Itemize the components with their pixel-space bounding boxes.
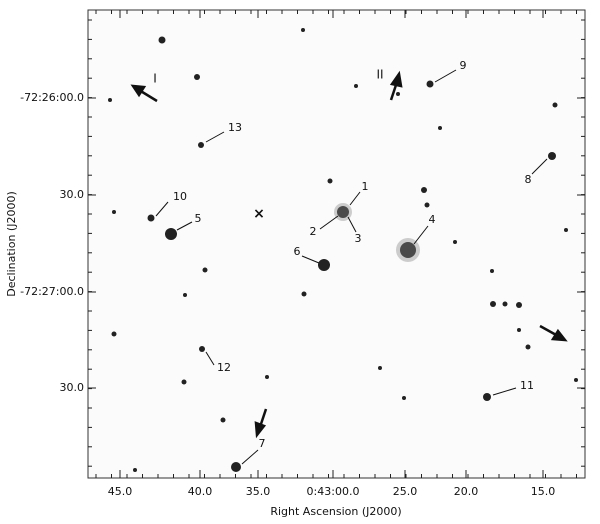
star-label: 6: [294, 245, 301, 258]
frame: [87, 9, 586, 479]
star-label: 10: [173, 190, 187, 203]
star-label: 4: [429, 213, 436, 226]
star-label: 5: [195, 212, 202, 225]
star-field: [108, 28, 578, 472]
star-label: 1: [362, 180, 369, 193]
leader-lines: [155, 69, 548, 465]
star-label: 13: [228, 121, 242, 134]
y-axis-title: Declination (J2000): [5, 191, 18, 297]
star-label: 7: [259, 437, 266, 450]
star-label: 12: [217, 361, 231, 374]
star-label: 9: [460, 59, 467, 72]
star-label: 8: [525, 173, 532, 186]
y-tick-label: 30.0: [60, 381, 85, 394]
y-tick-label: -72:26:00.0: [20, 91, 84, 104]
arrow-label: II: [376, 68, 383, 82]
x-tick-label: 40.0: [188, 485, 213, 498]
x-tick-label: 35.0: [246, 485, 271, 498]
x-tick-label: 20.0: [454, 485, 479, 498]
arrow-label: I: [153, 72, 157, 86]
y-tick-label: 30.0: [60, 188, 85, 201]
ticks: [88, 10, 585, 478]
x-tick-label: 25.0: [393, 485, 418, 498]
star-label: 11: [520, 379, 534, 392]
x-tick-label: 45.0: [108, 485, 133, 498]
target-cross: ×: [253, 206, 265, 222]
x-tick-label: 15.0: [531, 485, 556, 498]
arrows: [130, 70, 568, 439]
y-tick-label: -72:27:00.0: [20, 285, 84, 298]
x-tick-label: 0:43:00.0: [307, 485, 360, 498]
star-label: 3: [355, 232, 362, 245]
x-axis-title: Right Ascension (J2000): [270, 505, 401, 518]
star-label: 2: [310, 225, 317, 238]
